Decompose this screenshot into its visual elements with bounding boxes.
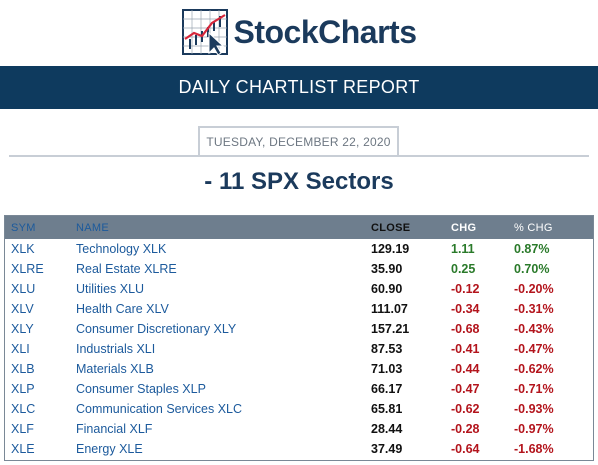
name-link[interactable]: Utilities XLU — [76, 282, 145, 296]
symbol-link[interactable]: XLB — [11, 362, 35, 376]
percent-change-value: -0.47% — [514, 342, 554, 356]
close-value: 28.44 — [371, 422, 403, 436]
chartlist-title: - 11 SPX Sectors — [204, 168, 394, 195]
date-divider — [9, 155, 589, 157]
name-link[interactable]: Energy XLE — [76, 442, 143, 456]
close-value: 71.03 — [371, 362, 403, 376]
chart-logo-icon — [181, 9, 228, 55]
column-header-name[interactable]: NAME — [76, 221, 109, 234]
table-row[interactable]: XLU Utilities XLU 60.90 -0.12 -0.20% — [5, 279, 593, 299]
table-header-row: SYM NAME CLOSE CHG % CHG — [5, 216, 593, 239]
percent-change-value: -0.62% — [514, 362, 554, 376]
symbol-link[interactable]: XLE — [11, 442, 35, 456]
percent-change-value: -0.31% — [514, 302, 554, 316]
close-value: 65.81 — [371, 402, 403, 416]
change-value: -0.34 — [451, 302, 480, 316]
logo[interactable]: StockCharts — [0, 0, 598, 64]
close-value: 87.53 — [371, 342, 403, 356]
close-value: 129.19 — [371, 242, 410, 256]
close-value: 111.07 — [371, 302, 408, 316]
percent-change-value: -0.93% — [514, 402, 554, 416]
name-link[interactable]: Financial XLF — [76, 422, 153, 436]
column-header-chg[interactable]: CHG — [451, 221, 477, 234]
table-row[interactable]: XLY Consumer Discretionary XLY 157.21 -0.68… — [5, 319, 593, 339]
percent-change-value: -1.68% — [514, 442, 554, 456]
close-value: 35.90 — [371, 262, 403, 276]
symbol-link[interactable]: XLP — [11, 382, 35, 396]
table-row[interactable]: XLV Health Care XLV 111.07 -0.34 -0.31% — [5, 299, 593, 319]
name-link[interactable]: Health Care XLV — [76, 302, 169, 316]
change-value: -0.62 — [451, 402, 480, 416]
change-value: 1.11 — [451, 242, 475, 256]
table-row[interactable]: XLK Technology XLK 129.19 1.11 0.87% — [5, 239, 593, 259]
change-value: -0.12 — [451, 282, 480, 296]
table-row[interactable]: XLB Materials XLB 71.03 -0.44 -0.62% — [5, 359, 593, 379]
name-link[interactable]: Technology XLK — [76, 242, 167, 256]
symbol-link[interactable]: XLY — [11, 322, 34, 336]
name-link[interactable]: Communication Services XLC — [76, 402, 243, 416]
table-row[interactable]: XLC Communication Services XLC 65.81 -0.62 -… — [5, 399, 593, 419]
percent-change-value: -0.97% — [514, 422, 554, 436]
percent-change-value: 0.87% — [514, 242, 550, 256]
symbol-link[interactable]: XLV — [11, 302, 34, 316]
table-row[interactable]: XLRE Real Estate XLRE 35.90 0.25 0.70% — [5, 259, 593, 279]
symbol-link[interactable]: XLC — [11, 402, 36, 416]
change-value: -0.68 — [451, 322, 480, 336]
change-value: -0.44 — [451, 362, 480, 376]
percent-change-value: -0.43% — [514, 322, 554, 336]
table-row[interactable]: XLE Energy XLE 37.49 -0.64 -1.68% — [5, 439, 593, 459]
change-value: 0.25 — [451, 262, 476, 276]
symbol-link[interactable]: XLRE — [11, 262, 44, 276]
close-value: 66.17 — [371, 382, 403, 396]
brand-name: StockCharts — [233, 13, 418, 50]
symbol-link[interactable]: XLI — [11, 342, 30, 356]
name-link[interactable]: Consumer Staples XLP — [76, 382, 206, 396]
close-value: 157.21 — [371, 322, 410, 336]
change-value: -0.47 — [451, 382, 480, 396]
table-row[interactable]: XLP Consumer Staples XLP 66.17 -0.47 -0.71% — [5, 379, 593, 399]
report-date: TUESDAY, DECEMBER 22, 2020 — [198, 126, 399, 155]
percent-change-value: 0.70% — [514, 262, 550, 276]
table-row[interactable]: XLI Industrials XLI 87.53 -0.41 -0.47% — [5, 339, 593, 359]
column-header-pct-chg[interactable]: % CHG — [514, 221, 553, 234]
change-value: -0.28 — [451, 422, 480, 436]
name-link[interactable]: Real Estate XLRE — [76, 262, 177, 276]
symbol-link[interactable]: XLF — [11, 422, 34, 436]
change-value: -0.41 — [451, 342, 480, 356]
name-link[interactable]: Materials XLB — [76, 362, 154, 376]
close-value: 60.90 — [371, 282, 403, 296]
column-header-sym[interactable]: SYM — [11, 221, 36, 234]
symbol-link[interactable]: XLU — [11, 282, 36, 296]
name-link[interactable]: Industrials XLI — [76, 342, 156, 356]
table-row[interactable]: XLF Financial XLF 28.44 -0.28 -0.97% — [5, 419, 593, 439]
sector-table: SYM NAME CLOSE CHG % CHG XLK Technology X… — [4, 215, 594, 461]
percent-change-value: -0.20% — [514, 282, 554, 296]
change-value: -0.64 — [451, 442, 480, 456]
report-title-bar: DAILY CHARTLIST REPORT — [0, 66, 598, 109]
symbol-link[interactable]: XLK — [11, 242, 35, 256]
date-section: TUESDAY, DECEMBER 22, 2020 — [0, 126, 598, 157]
name-link[interactable]: Consumer Discretionary XLY — [76, 322, 237, 336]
percent-change-value: -0.71% — [514, 382, 554, 396]
report-title: DAILY CHARTLIST REPORT — [178, 77, 420, 97]
close-value: 37.49 — [371, 442, 403, 456]
column-header-close[interactable]: CLOSE — [371, 221, 411, 234]
